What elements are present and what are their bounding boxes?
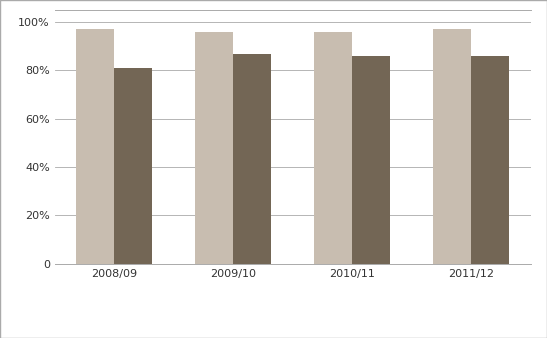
- Bar: [77, 29, 114, 264]
- Bar: [233, 54, 271, 264]
- Bar: [433, 29, 471, 264]
- Legend: Unmodified audit opinions, Audits completed on time: Unmodified audit opinions, Audits comple…: [109, 334, 476, 338]
- Bar: [195, 32, 233, 264]
- Bar: [352, 56, 390, 264]
- Bar: [314, 32, 352, 264]
- Bar: [471, 56, 509, 264]
- Bar: [114, 68, 153, 264]
